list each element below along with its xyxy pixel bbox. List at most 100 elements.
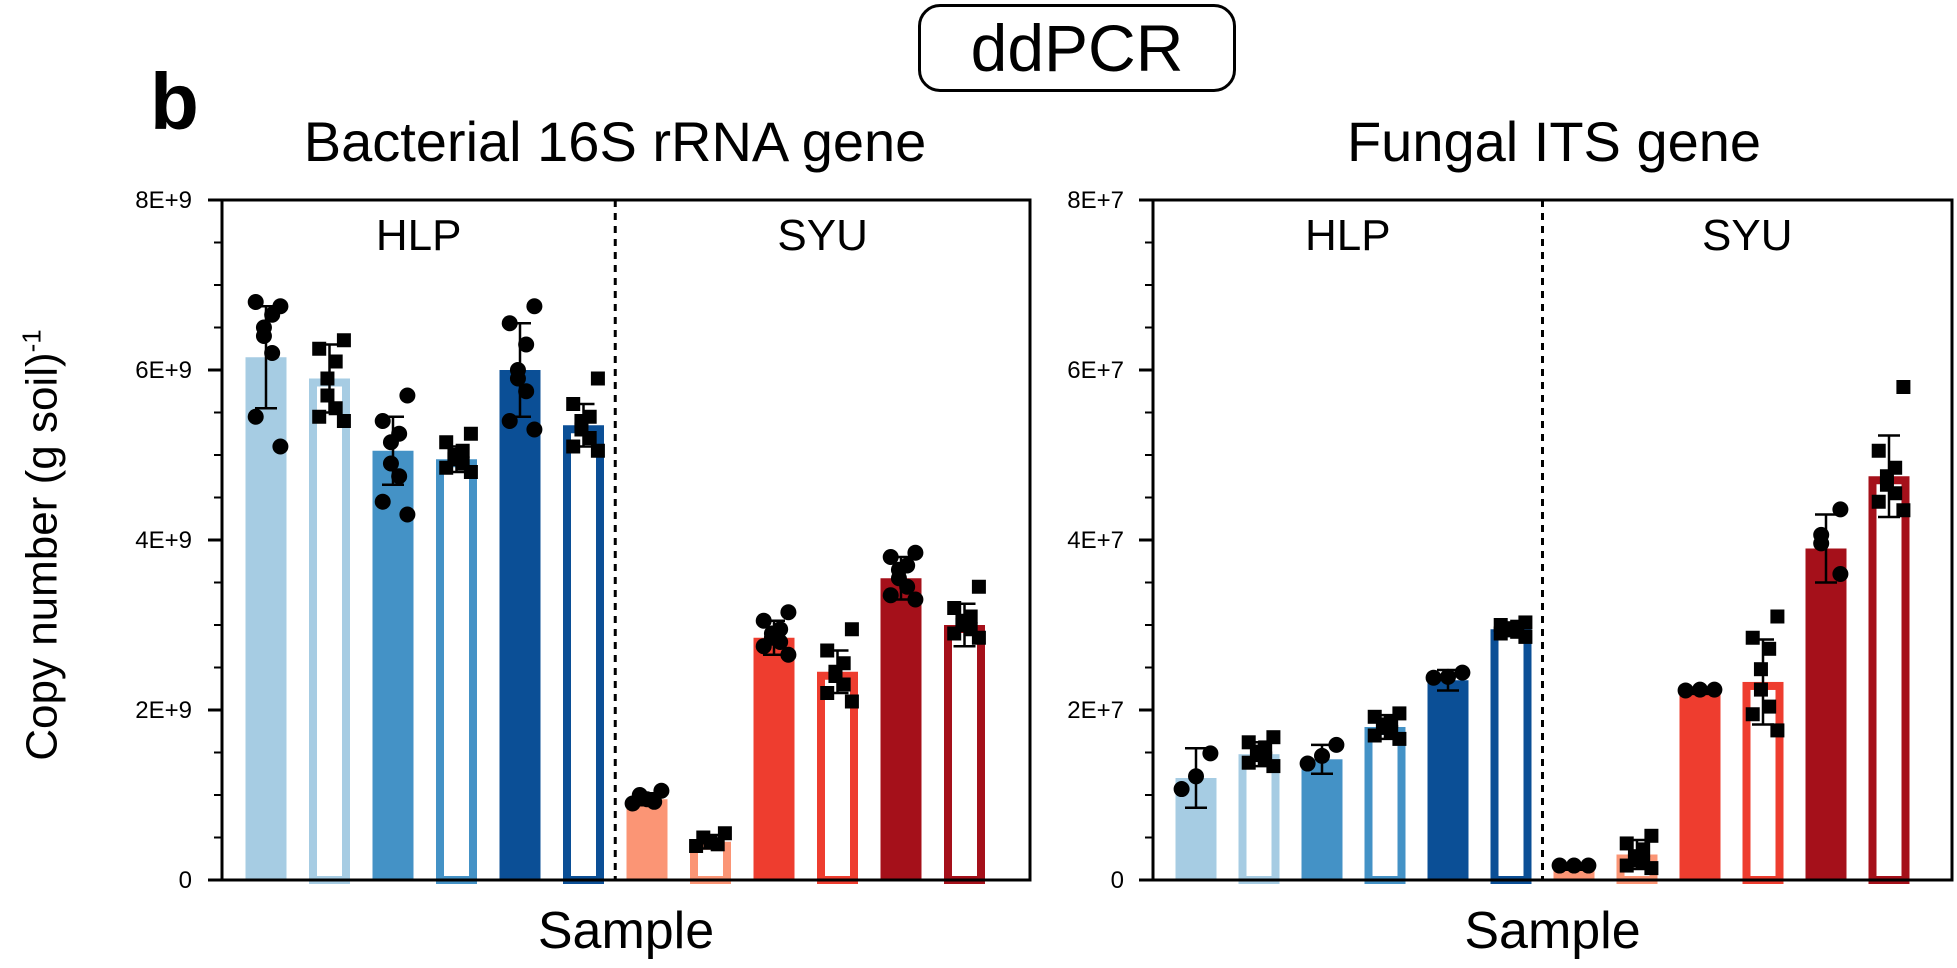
data-point [526, 298, 543, 315]
data-point [947, 626, 962, 641]
data-point [1745, 630, 1760, 645]
data-point [1644, 861, 1659, 876]
data-point [328, 354, 343, 369]
data-point [772, 634, 789, 650]
data-point [399, 506, 416, 523]
data-point [312, 409, 327, 424]
data-point [320, 371, 335, 386]
data-point [1440, 668, 1456, 685]
data-point [566, 439, 581, 454]
data-point [1299, 755, 1316, 772]
bar [245, 357, 287, 880]
data-point [463, 426, 478, 441]
data-point [501, 315, 518, 332]
data-point [1896, 503, 1911, 518]
data-point [1706, 681, 1723, 698]
data-point [1266, 759, 1281, 774]
y-tick-label: 0 [1111, 867, 1124, 894]
data-point [374, 493, 391, 510]
data-point [1770, 609, 1785, 624]
data-point [312, 341, 327, 356]
data-point [755, 638, 772, 655]
data-point [526, 421, 543, 438]
data-point [1770, 723, 1785, 738]
data-point [820, 643, 835, 658]
group-label-syu: SYU [1702, 211, 1792, 260]
data-point [1551, 857, 1568, 874]
y-tick-label: 6E+7 [1067, 357, 1124, 384]
bar [880, 578, 922, 880]
method-header-box: ddPCR [918, 4, 1236, 92]
data-point [1493, 626, 1508, 641]
data-point [1896, 380, 1911, 394]
group-label-hlp: HLP [376, 211, 462, 260]
bar [309, 378, 350, 884]
data-point [780, 604, 797, 621]
bar [1868, 476, 1910, 884]
data-point [624, 795, 641, 812]
data-point [439, 435, 454, 450]
data-point [971, 579, 986, 594]
data-point [439, 460, 454, 475]
data-point [882, 549, 899, 565]
data-point [1692, 681, 1708, 698]
bar [563, 425, 604, 884]
group-label-hlp: HLP [1305, 211, 1391, 260]
y-tick-label: 4E+9 [135, 527, 192, 554]
data-point [844, 694, 859, 709]
data-point [1619, 836, 1634, 851]
data-point [882, 587, 899, 604]
data-point [820, 686, 835, 700]
data-point [518, 383, 535, 400]
data-point [1328, 736, 1345, 753]
data-point [1762, 641, 1777, 656]
y-tick-label: 2E+7 [1067, 697, 1124, 724]
data-point [1367, 728, 1382, 743]
data-point [320, 388, 335, 403]
data-point [272, 438, 289, 455]
data-point [501, 413, 518, 429]
method-header-title: ddPCR [970, 11, 1184, 85]
data-point [590, 443, 605, 458]
data-point [399, 387, 416, 404]
data-point [1580, 857, 1597, 874]
data-point [1392, 731, 1407, 746]
data-point [1566, 857, 1582, 874]
bar [817, 671, 858, 884]
data-point [1888, 486, 1903, 501]
data-point [1871, 443, 1886, 458]
chart-title-bacterial: Bacterial 16S rRNA gene [303, 110, 927, 173]
data-point [1425, 669, 1442, 686]
data-point [374, 413, 391, 429]
bar [499, 370, 541, 880]
chart-title-fungal: Fungal ITS gene [1346, 110, 1762, 173]
data-point [689, 839, 704, 853]
y-tick-label: 4E+7 [1067, 527, 1124, 554]
data-point [1518, 629, 1533, 644]
data-point [947, 601, 962, 615]
data-point [590, 371, 605, 386]
panel-label: b [150, 57, 199, 146]
bar [436, 459, 477, 884]
data-point [907, 544, 924, 561]
bar [1427, 680, 1469, 880]
y-tick-label: 0 [179, 867, 192, 894]
data-point [382, 455, 399, 472]
chart-panel-1: HLP SYU 0 2E+9 4E+9 6E+9 8E+9 Sample [135, 187, 1032, 960]
data-point [1188, 768, 1204, 785]
data-point [382, 434, 399, 451]
bar [1490, 629, 1532, 884]
data-point [582, 431, 597, 445]
group-label-syu: SYU [777, 211, 867, 260]
bar [1301, 759, 1343, 880]
data-point [518, 336, 535, 353]
data-point [336, 414, 351, 428]
data-point [717, 826, 732, 841]
bar [944, 625, 985, 884]
y-tick-label: 6E+9 [135, 357, 192, 384]
data-point [1762, 699, 1777, 714]
y-tick-label: 8E+7 [1067, 187, 1124, 214]
data-point [1832, 501, 1849, 518]
data-point [899, 578, 916, 595]
